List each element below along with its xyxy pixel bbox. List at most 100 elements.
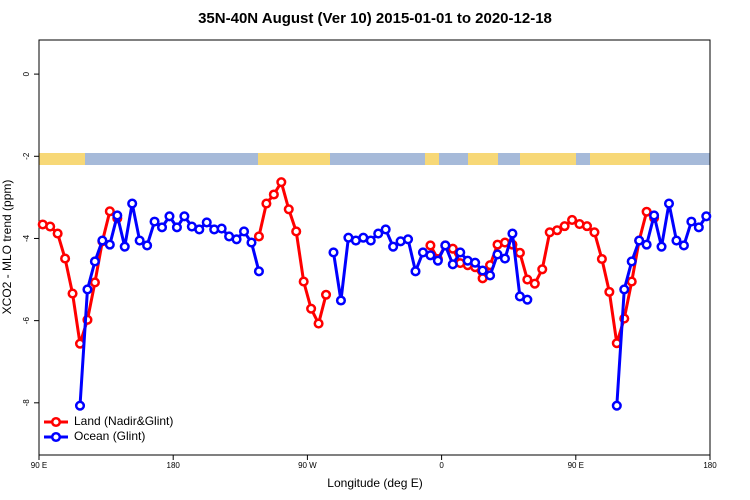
x-axis-label: Longitude (deg E) bbox=[327, 476, 422, 490]
data-point bbox=[365, 235, 376, 246]
data-point bbox=[485, 270, 496, 281]
data-point bbox=[440, 240, 451, 251]
data-point bbox=[641, 239, 652, 250]
data-point bbox=[268, 189, 279, 200]
data-point bbox=[306, 303, 317, 314]
data-point bbox=[231, 234, 242, 245]
data-point bbox=[671, 235, 682, 246]
data-point bbox=[328, 247, 339, 258]
data-point bbox=[529, 278, 540, 289]
data-point bbox=[320, 289, 332, 300]
data-point bbox=[470, 257, 481, 268]
data-point bbox=[604, 286, 615, 297]
data-point bbox=[403, 234, 414, 245]
data-point bbox=[45, 221, 56, 232]
data-point bbox=[179, 211, 190, 222]
data-point bbox=[626, 276, 637, 287]
data-point bbox=[388, 241, 399, 252]
land-ocean-strip bbox=[39, 153, 710, 165]
data-point bbox=[447, 259, 458, 270]
data-point bbox=[477, 265, 488, 276]
data-point bbox=[335, 295, 347, 306]
data-point bbox=[380, 224, 391, 235]
data-point bbox=[194, 224, 205, 235]
legend-label: Ocean (Glint) bbox=[74, 429, 145, 443]
x-tick-label: 90 W bbox=[298, 461, 317, 470]
data-point bbox=[507, 228, 518, 239]
data-point bbox=[678, 240, 689, 251]
y-tick-label: -8 bbox=[22, 399, 31, 407]
y-tick-label: -4 bbox=[22, 234, 31, 242]
data-point bbox=[127, 198, 138, 209]
data-point bbox=[499, 253, 511, 264]
data-point bbox=[82, 284, 93, 295]
data-point bbox=[283, 204, 294, 215]
data-point bbox=[156, 222, 168, 233]
y-tick-label: -2 bbox=[22, 152, 31, 160]
data-point bbox=[663, 198, 675, 209]
data-point bbox=[171, 222, 182, 233]
data-point bbox=[201, 217, 212, 228]
data-point bbox=[492, 249, 503, 260]
data-point bbox=[89, 277, 100, 288]
data-point bbox=[298, 276, 309, 287]
data-point bbox=[89, 256, 100, 267]
data-point bbox=[425, 240, 436, 251]
data-point bbox=[67, 288, 78, 299]
data-point bbox=[656, 241, 667, 252]
data-point bbox=[134, 235, 145, 246]
x-tick-label: 180 bbox=[167, 461, 181, 470]
data-point bbox=[216, 223, 227, 234]
x-tick-label: 90 E bbox=[568, 461, 584, 470]
data-point bbox=[52, 228, 63, 239]
plot-frame bbox=[38, 39, 711, 456]
data-point bbox=[559, 221, 570, 232]
data-point bbox=[253, 266, 264, 277]
y-axis-label: XCO2 - MLO trend (ppm) bbox=[0, 180, 14, 315]
data-point bbox=[253, 231, 264, 242]
data-point bbox=[425, 250, 436, 261]
data-point bbox=[552, 225, 563, 236]
y-tick-label: -6 bbox=[22, 317, 31, 325]
data-point bbox=[649, 210, 660, 221]
data-point bbox=[514, 247, 525, 258]
data-point bbox=[611, 400, 622, 411]
data-point bbox=[686, 216, 697, 227]
data-point bbox=[119, 241, 130, 252]
data-point bbox=[97, 235, 108, 246]
data-point bbox=[537, 264, 548, 275]
data-point bbox=[522, 274, 533, 285]
data-point bbox=[238, 226, 250, 237]
data-point bbox=[701, 211, 712, 222]
data-point bbox=[410, 266, 421, 277]
data-point bbox=[313, 318, 324, 329]
legend-label: Land (Nadir&Glint) bbox=[74, 414, 173, 428]
data-point bbox=[149, 216, 160, 227]
data-point bbox=[142, 240, 153, 251]
data-point bbox=[589, 227, 600, 238]
data-point bbox=[693, 222, 704, 233]
data-point bbox=[112, 210, 123, 221]
data-point bbox=[104, 239, 115, 250]
data-point bbox=[567, 214, 578, 226]
data-point bbox=[619, 284, 630, 295]
chart-title: 35N-40N August (Ver 10) 2015-01-01 to 20… bbox=[198, 10, 552, 27]
data-point bbox=[60, 253, 71, 264]
data-point bbox=[373, 228, 384, 239]
x-tick-label: 90 E bbox=[31, 461, 47, 470]
data-point bbox=[626, 256, 637, 267]
y-tick-label: 0 bbox=[22, 71, 31, 76]
data-point bbox=[455, 247, 466, 258]
data-point bbox=[641, 206, 652, 217]
data-point bbox=[596, 253, 607, 265]
legend-marker bbox=[50, 416, 62, 428]
data-point bbox=[261, 198, 272, 209]
x-tick-label: 180 bbox=[703, 461, 717, 470]
data-point bbox=[432, 255, 443, 266]
data-point bbox=[74, 400, 86, 411]
data-point bbox=[522, 294, 533, 305]
legend-marker bbox=[50, 431, 62, 443]
data-point bbox=[246, 237, 257, 248]
data-point bbox=[581, 221, 593, 232]
